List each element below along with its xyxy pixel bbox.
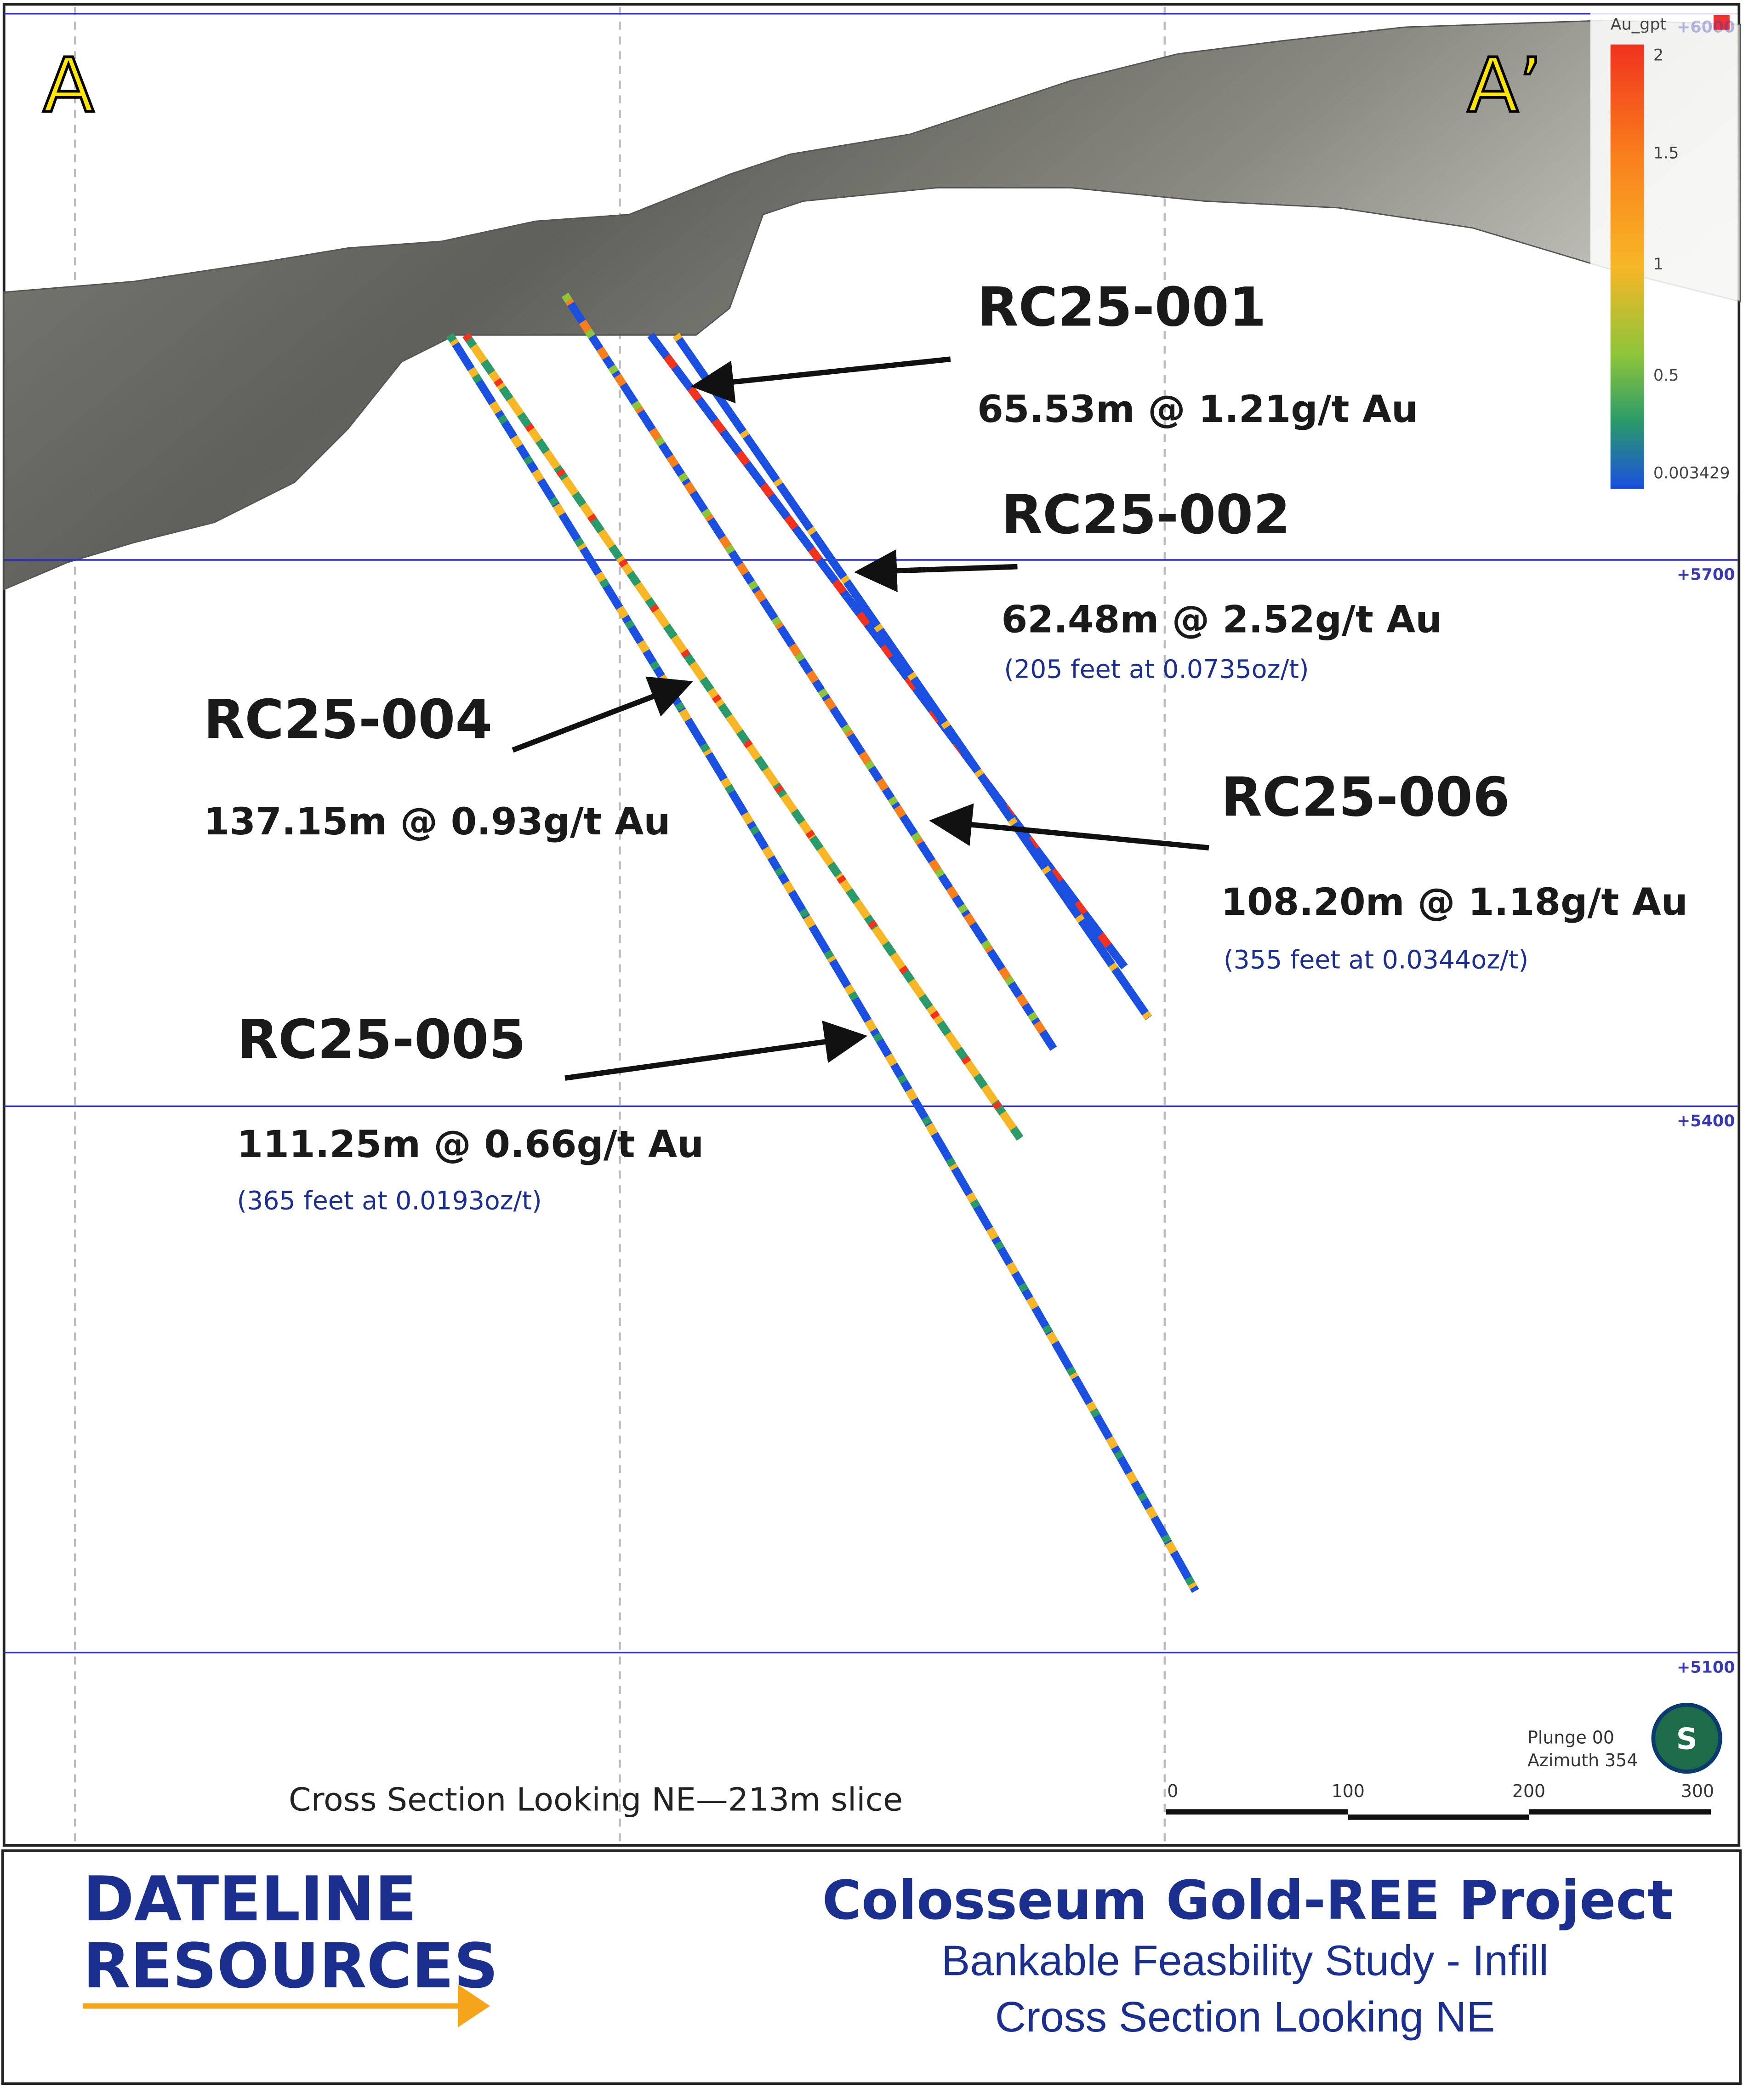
legend-tick: 2 xyxy=(1653,46,1663,65)
elevation-lines xyxy=(4,13,1738,1654)
close-icon[interactable] xyxy=(1713,15,1730,30)
compass-letter: S xyxy=(1676,1722,1697,1756)
hole-name: RC25-001 xyxy=(977,276,1266,338)
caption: Cross Section Looking NE—213m slice xyxy=(289,1781,903,1818)
scale-label: 100 xyxy=(1332,1781,1365,1801)
elevation-label: +5700 xyxy=(1677,566,1735,584)
hole-intercept: 62.48m @ 2.52g/t Au xyxy=(1002,598,1442,641)
company-name: DATELINE xyxy=(83,1863,417,1935)
legend-title: Au_gpt xyxy=(1611,16,1667,34)
hole-name: RC25-006 xyxy=(1221,766,1510,828)
footer-subtitle: Bankable Feasbility Study - Infill xyxy=(941,1936,1549,1984)
scale-bar xyxy=(1166,1809,1711,1820)
scale-label: 0 xyxy=(1167,1781,1178,1801)
elevation-label: +5400 xyxy=(1677,1112,1735,1130)
plunge: Plunge 00 xyxy=(1527,1728,1614,1748)
elevation-label: +6000 xyxy=(1677,18,1735,37)
hole-imperial: (355 feet at 0.0344oz/t) xyxy=(1224,945,1528,975)
compass xyxy=(1651,1702,1722,1774)
hole-imperial: (205 feet at 0.0735oz/t) xyxy=(1004,655,1309,684)
legend-tick: 0.003429 xyxy=(1653,464,1730,482)
color-bar xyxy=(1610,44,1644,489)
hole-intercept: 137.15m @ 0.93g/t Au xyxy=(204,800,671,844)
legend-tick: 0.5 xyxy=(1653,366,1679,385)
scale-label: 300 xyxy=(1681,1781,1714,1801)
hole-name: RC25-005 xyxy=(237,1009,526,1071)
elevation-label: +5100 xyxy=(1677,1658,1735,1677)
company-name: RESOURCES xyxy=(83,1930,498,2002)
section-label: A xyxy=(43,42,94,129)
section-label: A’ xyxy=(1467,42,1542,129)
hole-intercept: 108.20m @ 1.18g/t Au xyxy=(1221,880,1688,924)
azimuth: Azimuth 354 xyxy=(1527,1750,1638,1770)
hole-intercept: 65.53m @ 1.21g/t Au xyxy=(977,388,1418,431)
drill-traces xyxy=(446,292,1199,1593)
footer-box xyxy=(1,1849,1742,2085)
legend-tick: 1.5 xyxy=(1653,144,1679,162)
grid-verticals xyxy=(74,7,1166,1843)
hole-name: RC25-004 xyxy=(204,689,493,751)
footer-subtitle: Cross Section Looking NE xyxy=(995,1993,1495,2041)
hole-name: RC25-002 xyxy=(1002,484,1291,546)
scale-label: 200 xyxy=(1512,1781,1545,1801)
footer-title: Colosseum Gold-REE Project xyxy=(822,1870,1673,1932)
callout-arrows xyxy=(512,356,1209,1081)
hole-intercept: 111.25m @ 0.66g/t Au xyxy=(237,1123,704,1166)
legend-tick: 1 xyxy=(1653,255,1663,274)
hole-imperial: (365 feet at 0.0193oz/t) xyxy=(237,1187,542,1216)
